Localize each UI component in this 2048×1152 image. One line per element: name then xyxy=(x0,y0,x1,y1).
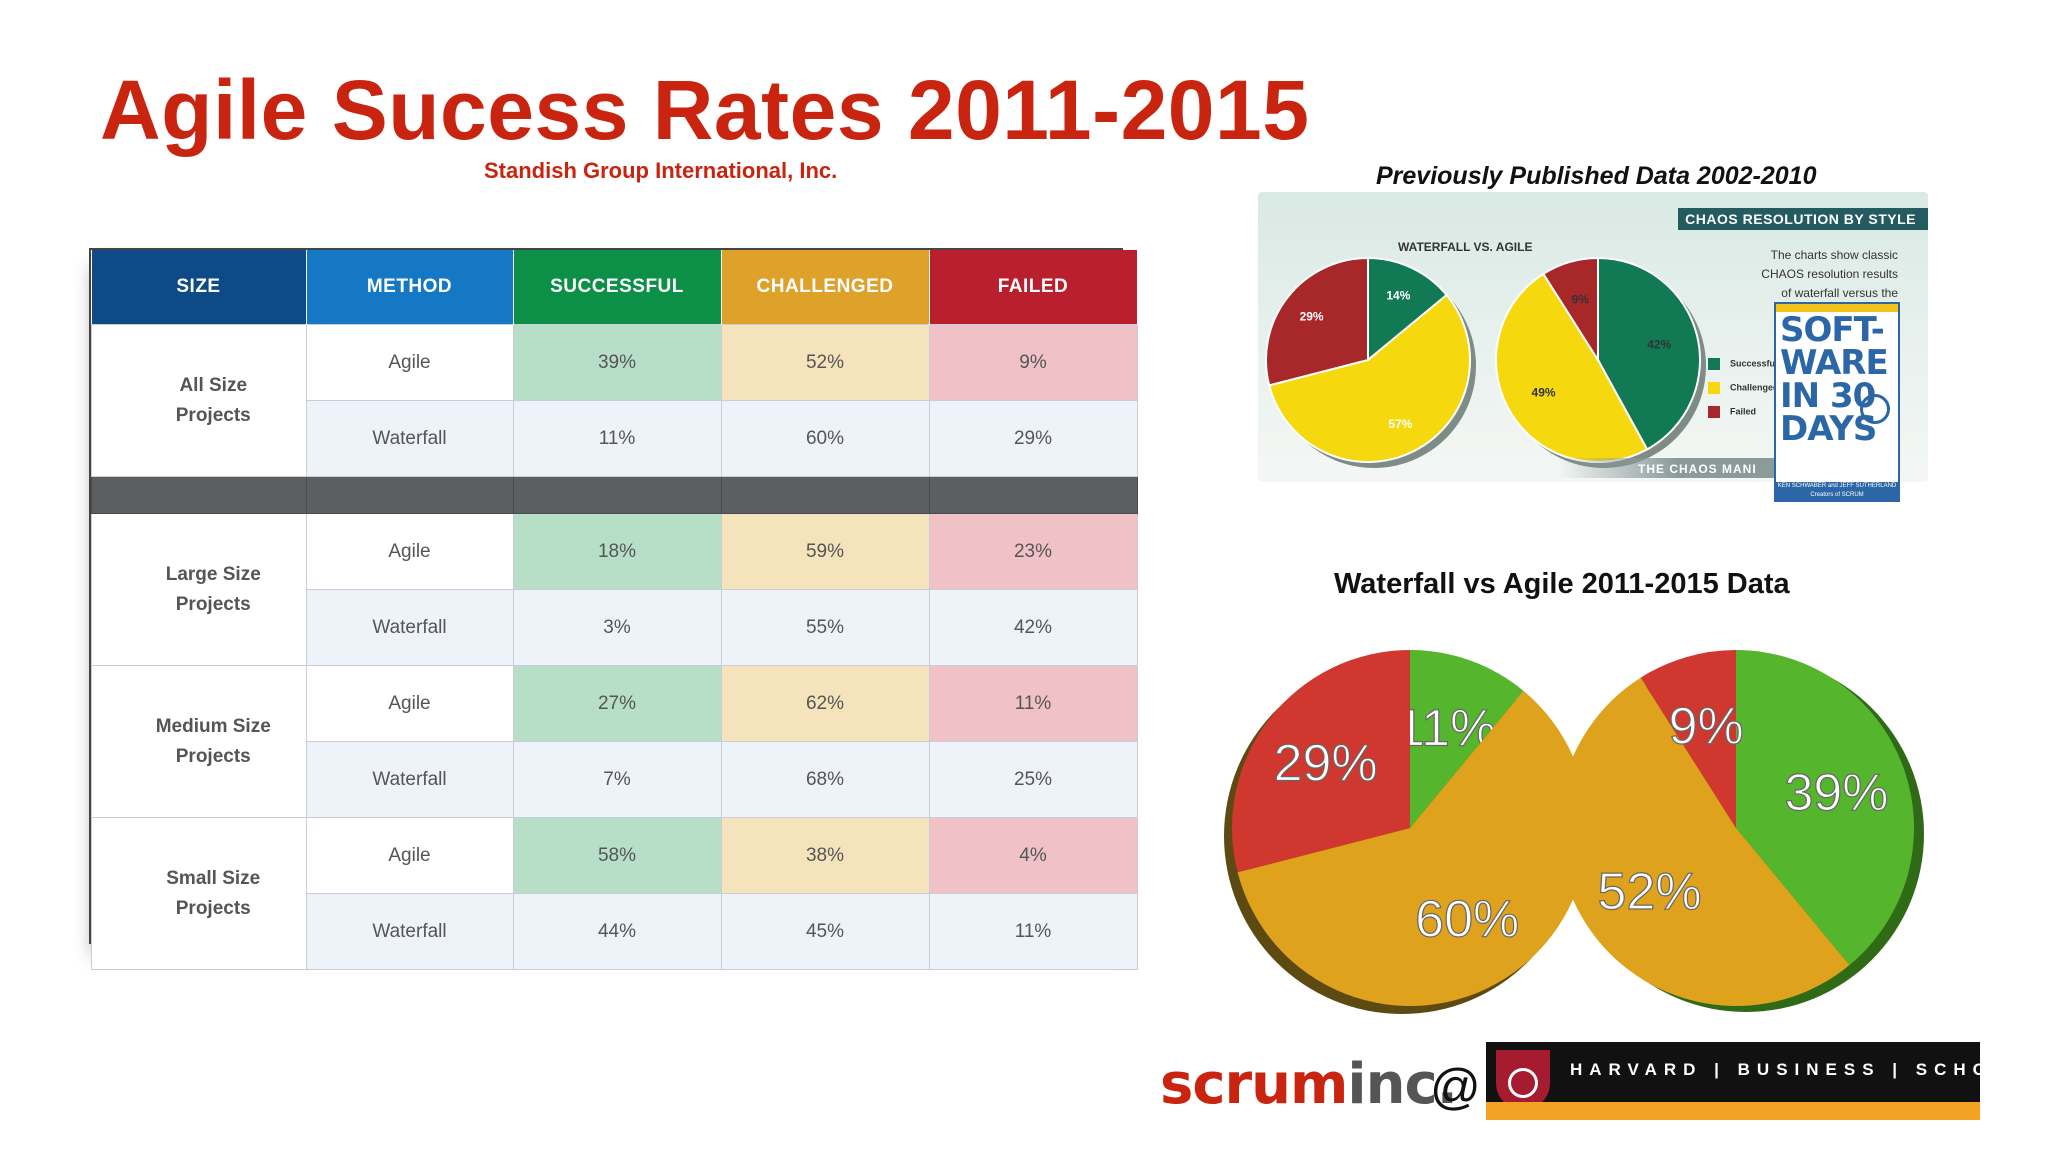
table-row: Waterfall 3% 55% 42% xyxy=(92,589,1138,666)
challenged-cell: 60% xyxy=(720,400,930,477)
successful-cell: 27% xyxy=(512,665,722,742)
table-row: Medium Size Projects Agile 27% 62% 11% xyxy=(91,665,1138,818)
size-cell: Small Size Projects xyxy=(91,817,307,970)
successful-cell: 39% xyxy=(512,324,722,401)
pie-slice-failed xyxy=(1265,256,1369,387)
pie-label: 9% xyxy=(1669,698,1744,756)
book-authors: KEN SCHWABER and JEFF SUTHERLAND Creator… xyxy=(1776,482,1898,500)
failed-cell: 42% xyxy=(928,589,1138,666)
pie-slice-challenged xyxy=(1237,690,1588,1006)
size-cell: Medium Size Projects xyxy=(91,665,307,818)
method-cell: Waterfall xyxy=(305,589,514,666)
pie-chart-title: Waterfall vs Agile 2011-2015 Data xyxy=(1334,568,1790,600)
chaos-footer: THE CHAOS MANI xyxy=(1638,462,1757,476)
successful-cell: 58% xyxy=(512,817,722,894)
legend-failed: Failed xyxy=(1708,406,1756,418)
scruminc-logo: scruminc. xyxy=(1160,1052,1458,1117)
size-cell: Large Size Projects xyxy=(91,513,307,666)
previous-data-title: Previously Published Data 2002-2010 xyxy=(1376,162,1817,190)
failed-cell: 4% xyxy=(928,817,1138,894)
main-pie-charts: 11% 60% 29% 39% 52% 9% xyxy=(1224,650,1924,1014)
method-cell: Waterfall xyxy=(305,400,514,477)
header-failed: FAILED xyxy=(929,250,1138,325)
pie-label: 39% xyxy=(1784,764,1888,822)
challenged-cell: 45% xyxy=(720,893,930,970)
table-row: Small Size Projects Agile 58% 38% 4% xyxy=(91,817,1138,970)
method-cell: Agile xyxy=(305,324,514,401)
header-method: METHOD xyxy=(306,250,514,325)
book-cover-image: SOFT-WARE IN 30 DAYS KEN SCHWABER and JE… xyxy=(1774,302,1900,502)
table-row: Waterfall 11% 60% 29% xyxy=(92,400,1138,477)
pie-slice-failed xyxy=(1541,256,1599,364)
failed-cell: 9% xyxy=(928,324,1138,401)
pie-slice-failed xyxy=(1232,650,1410,873)
challenged-cell: 62% xyxy=(720,665,930,742)
challenged-cell: 68% xyxy=(720,741,930,818)
divider-row xyxy=(91,476,1138,514)
pie-slice-challenged xyxy=(1558,677,1850,1006)
badge-icon xyxy=(1860,394,1890,424)
failed-cell: 11% xyxy=(928,893,1138,970)
shield-icon xyxy=(1496,1050,1550,1110)
page-title: Agile Sucess Rates 2011-2015 xyxy=(100,63,1310,157)
pie-label: 9% xyxy=(1572,292,1590,306)
chaos-subheading: WATERFALL VS. AGILE xyxy=(1398,240,1533,254)
successful-cell: 3% xyxy=(512,589,722,666)
failed-cell: 11% xyxy=(928,665,1138,742)
pie-label: 52% xyxy=(1598,863,1702,921)
legend-successful: Successful xyxy=(1708,358,1778,370)
pie-label: 14% xyxy=(1386,289,1410,303)
harvard-business-school-logo: HARVARD | BUSINESS | SCHOOL xyxy=(1486,1042,2023,1120)
pie-label: 57% xyxy=(1388,417,1412,431)
success-rates-table: SIZE METHOD SUCCESSFUL CHALLENGED FAILED… xyxy=(89,248,1138,970)
page-subtitle: Standish Group International, Inc. xyxy=(484,158,838,183)
method-cell: Agile xyxy=(305,665,514,742)
pie-label: 42% xyxy=(1647,337,1671,351)
method-cell: Waterfall xyxy=(305,893,514,970)
chaos-description: The charts show classic CHAOS resolution… xyxy=(1761,248,1898,300)
chaos-pies: 14% 57% 29% 42% 49% 9% xyxy=(1265,256,1706,468)
failed-cell: 23% xyxy=(928,513,1138,590)
successful-cell: 7% xyxy=(512,741,722,818)
method-cell: Agile xyxy=(305,513,514,590)
chaos-banner: CHAOS RESOLUTION BY STYLE xyxy=(1678,208,1928,230)
failed-cell: 29% xyxy=(928,400,1138,477)
successful-cell: 44% xyxy=(512,893,722,970)
pie-label: 60% xyxy=(1415,890,1519,948)
successful-cell: 18% xyxy=(512,513,722,590)
pie-slice-challenged xyxy=(1267,293,1471,463)
challenged-cell: 55% xyxy=(720,589,930,666)
at-sign: @ xyxy=(1430,1059,1481,1115)
header-successful: SUCCESSFUL xyxy=(513,250,722,325)
table-row: All Size Projects Agile 39% 52% 9% xyxy=(91,324,1138,477)
header-challenged: CHALLENGED xyxy=(721,250,930,325)
table-row: Large Size Projects Agile 18% 59% 23% xyxy=(91,513,1138,666)
pie-slice-successful xyxy=(1736,650,1914,966)
pie-label: 49% xyxy=(1532,385,1556,399)
pie-slice-failed xyxy=(1640,650,1736,828)
successful-cell: 11% xyxy=(512,400,722,477)
challenged-cell: 38% xyxy=(720,817,930,894)
pie-slice-successful xyxy=(1597,256,1701,451)
method-cell: Agile xyxy=(305,817,514,894)
pie-label: 29% xyxy=(1300,309,1324,323)
header-size: SIZE xyxy=(91,250,307,325)
pie-slice-successful xyxy=(1367,256,1449,363)
chaos-chart-image: CHAOS RESOLUTION BY STYLE WATERFALL VS. … xyxy=(1258,192,1928,482)
method-cell: Waterfall xyxy=(305,741,514,818)
pie-slice-successful xyxy=(1410,650,1524,828)
table-row: Waterfall 44% 45% 11% xyxy=(92,893,1138,970)
pie-label: 29% xyxy=(1274,735,1378,793)
failed-cell: 25% xyxy=(928,741,1138,818)
legend-challenged: Challenged xyxy=(1708,382,1779,394)
book-title: SOFT-WARE IN 30 DAYS xyxy=(1780,310,1889,449)
challenged-cell: 59% xyxy=(720,513,930,590)
challenged-cell: 52% xyxy=(720,324,930,401)
table-row: Waterfall 7% 68% 25% xyxy=(92,741,1138,818)
pie-label: 11% xyxy=(1396,700,1496,758)
size-cell: All Size Projects xyxy=(91,324,307,477)
hbs-text: HARVARD | BUSINESS | SCHOOL xyxy=(1570,1060,2031,1079)
